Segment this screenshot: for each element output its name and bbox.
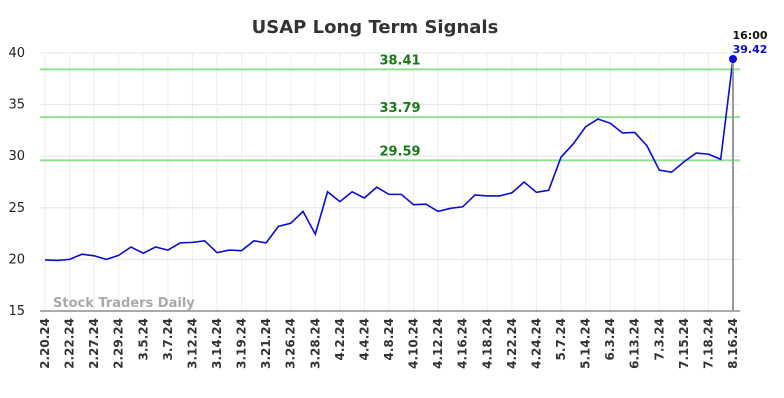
x-tick-label: 3.12.24 (185, 318, 199, 369)
x-tick-label: 7.15.24 (677, 318, 691, 369)
x-tick-label: 5.14.24 (579, 318, 593, 369)
x-tick-label: 3.26.24 (284, 318, 298, 369)
watermark: Stock Traders Daily (53, 296, 195, 311)
x-tick-label: 3.5.24 (136, 318, 150, 361)
level-label: 33.79 (379, 101, 420, 116)
x-tick-label: 3.14.24 (210, 318, 224, 369)
x-tick-label: 4.16.24 (456, 318, 470, 369)
x-tick-label: 8.16.24 (726, 318, 740, 369)
level-label: 29.59 (379, 144, 420, 159)
x-tick-label: 2.29.24 (112, 318, 126, 369)
y-tick-label: 35 (8, 98, 25, 113)
x-tick-label: 7.18.24 (701, 318, 715, 369)
y-tick-label: 25 (8, 201, 25, 216)
x-tick-label: 6.3.24 (603, 318, 617, 361)
x-tick-label: 7.3.24 (652, 318, 666, 361)
x-tick-label: 4.24.24 (529, 318, 543, 369)
chart-title: USAP Long Term Signals (252, 17, 499, 38)
x-tick-label: 4.8.24 (382, 318, 396, 361)
x-tick-label: 2.27.24 (87, 318, 101, 369)
price-line (44, 58, 734, 262)
x-tick-label: 5.7.24 (554, 318, 568, 361)
x-tick-label: 6.13.24 (628, 318, 642, 369)
y-tick-label: 20 (8, 252, 25, 267)
x-tick-label: 4.12.24 (431, 318, 445, 369)
x-tick-label: 4.22.24 (505, 318, 519, 369)
x-tick-label: 3.28.24 (308, 318, 322, 369)
x-tick-label: 4.2.24 (333, 318, 347, 361)
last-point (729, 54, 737, 63)
last-value: 39.42 (733, 43, 768, 56)
x-tick-label: 4.18.24 (480, 318, 494, 369)
last-time: 16:00 (732, 29, 767, 42)
x-tick-label: 3.19.24 (235, 318, 249, 369)
x-tick-label: 3.21.24 (259, 318, 273, 369)
x-tick-label: 2.22.24 (63, 318, 77, 369)
x-tick-label: 2.20.24 (38, 318, 52, 369)
x-tick-label: 4.10.24 (407, 318, 421, 369)
x-tick-label: 3.7.24 (161, 318, 175, 361)
level-label: 38.41 (379, 53, 420, 68)
y-tick-label: 40 (8, 46, 25, 61)
y-tick-label: 30 (8, 149, 25, 164)
x-tick-label: 4.4.24 (357, 318, 371, 361)
y-tick-label: 15 (8, 304, 25, 319)
